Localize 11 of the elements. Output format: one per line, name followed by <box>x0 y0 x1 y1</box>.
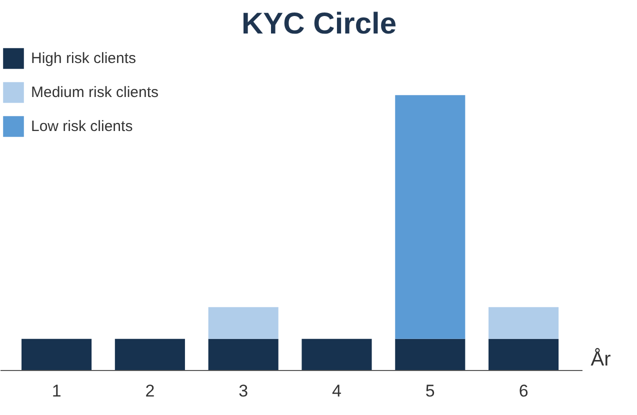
chart-title: KYC Circle <box>241 8 397 40</box>
x-tick-label: 4 <box>332 382 342 400</box>
x-tick-label: 3 <box>238 382 248 400</box>
legend-label: High risk clients <box>31 50 136 66</box>
x-tick-label: 6 <box>518 382 528 400</box>
x-tick-label: 2 <box>145 382 155 400</box>
x-tick-label: 1 <box>52 382 62 400</box>
x-axis-title: År <box>590 348 612 370</box>
legend-label: Medium risk clients <box>31 84 159 100</box>
legend-label: Low risk clients <box>31 118 133 134</box>
x-tick-label: 5 <box>425 382 435 400</box>
